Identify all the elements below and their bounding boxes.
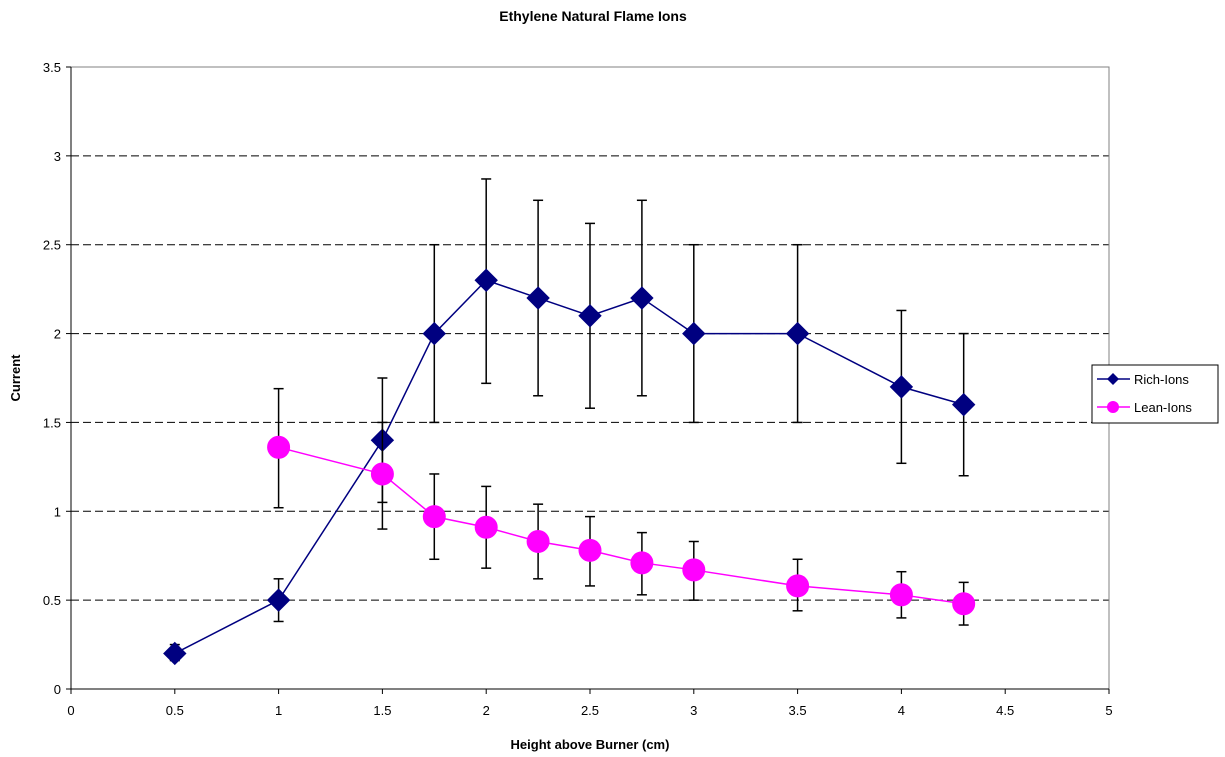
y-tick-label: 2	[54, 327, 61, 342]
series-lean-ions	[267, 387, 976, 626]
y-tick-label: 3	[54, 149, 61, 164]
data-point	[785, 321, 810, 346]
data-point	[682, 558, 706, 582]
x-tick-label: 3.5	[789, 703, 807, 718]
data-point	[951, 392, 976, 417]
x-tick-label: 0.5	[166, 703, 184, 718]
x-tick-label: 5	[1105, 703, 1112, 718]
data-point	[630, 286, 654, 310]
legend-marker	[1107, 373, 1119, 385]
x-tick-label: 2	[483, 703, 490, 718]
legend-item: Lean-Ions	[1097, 400, 1192, 415]
chart-title: Ethylene Natural Flame Ions	[499, 8, 687, 24]
x-axis-label: Height above Burner (cm)	[511, 737, 670, 752]
data-point	[422, 505, 446, 529]
data-point	[474, 268, 498, 292]
data-point	[526, 529, 550, 553]
data-point	[786, 574, 810, 598]
legend-marker	[1107, 401, 1119, 413]
x-tick-label: 3	[690, 703, 697, 718]
legend-label: Rich-Ions	[1134, 372, 1189, 387]
error-bar	[377, 421, 388, 504]
data-point	[266, 588, 291, 612]
data-point	[526, 286, 550, 310]
plot-area: 0 0.5 1 1.5 2 2.5 3 3.5 0 0.5 1 1.5 2 2.5 3 3.5 4 4.5 5	[43, 60, 1113, 718]
data-point	[630, 551, 654, 575]
y-tick-label: 1	[54, 504, 61, 519]
x-tick-label: 4	[898, 703, 905, 718]
x-tick-label: 2.5	[581, 703, 599, 718]
data-point	[474, 515, 498, 539]
data-point	[163, 641, 187, 666]
x-tick-label: 1	[275, 703, 282, 718]
legend: Rich-Ions Lean-Ions	[1091, 364, 1219, 424]
y-tick-label: 3.5	[43, 60, 61, 75]
data-point	[682, 321, 706, 346]
series-rich-ions	[163, 178, 976, 666]
x-tick-label: 0	[67, 703, 74, 718]
legend-item: Rich-Ions	[1097, 372, 1189, 387]
data-point	[422, 321, 447, 346]
data-point	[578, 538, 602, 562]
data-point	[889, 583, 913, 607]
data-point	[578, 304, 602, 328]
data-point	[267, 435, 291, 459]
y-tick-label: 2.5	[43, 238, 61, 253]
y-tick-label: 0	[54, 682, 61, 697]
data-point	[889, 375, 914, 399]
series-line	[174, 279, 964, 655]
y-tick-label: 1.5	[43, 415, 61, 430]
data-point	[952, 592, 976, 616]
x-tick-label: 1.5	[373, 703, 391, 718]
y-axis-label: Current	[8, 354, 23, 402]
data-point	[370, 462, 394, 486]
legend-label: Lean-Ions	[1134, 400, 1192, 415]
y-tick-label: 0.5	[43, 593, 61, 608]
x-tick-label: 4.5	[996, 703, 1014, 718]
